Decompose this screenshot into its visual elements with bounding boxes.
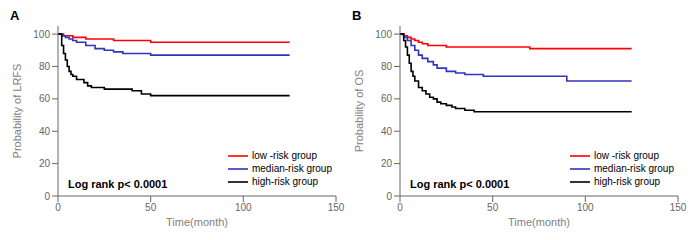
html-text:B: B bbox=[352, 8, 362, 23]
svg-text:50: 50 bbox=[145, 202, 157, 213]
svg-text:40: 40 bbox=[39, 126, 51, 137]
svg-text:Probability of LRFS: Probability of LRFS bbox=[11, 64, 23, 159]
svg-text:50: 50 bbox=[487, 202, 499, 213]
svg-text:80: 80 bbox=[39, 61, 51, 72]
svg-text:0: 0 bbox=[44, 191, 50, 202]
html-text:Log rank p< 0.0001: Log rank p< 0.0001 bbox=[68, 178, 168, 190]
html-text:low -risk group: low -risk group bbox=[594, 150, 659, 161]
svg-text:Time(month): Time(month) bbox=[508, 216, 570, 228]
svg-text:60: 60 bbox=[39, 93, 51, 104]
html-text:Log rank p< 0.0001: Log rank p< 0.0001 bbox=[410, 178, 510, 190]
html-text:median-risk group: median-risk group bbox=[252, 163, 332, 174]
svg-text:Probability of OS: Probability of OS bbox=[353, 70, 365, 153]
html-text:A: A bbox=[10, 8, 20, 23]
svg-text:Time(month): Time(month) bbox=[166, 216, 228, 228]
svg-text:40: 40 bbox=[381, 126, 393, 137]
svg-text:100: 100 bbox=[235, 202, 252, 213]
html-text:median-risk group: median-risk group bbox=[594, 163, 674, 174]
svg-text:0: 0 bbox=[55, 202, 61, 213]
svg-text:100: 100 bbox=[33, 29, 50, 40]
html-text:high-risk group: high-risk group bbox=[252, 176, 319, 187]
svg-text:150: 150 bbox=[670, 202, 687, 213]
svg-text:100: 100 bbox=[577, 202, 594, 213]
svg-text:60: 60 bbox=[381, 93, 393, 104]
html-text:high-risk group: high-risk group bbox=[594, 176, 661, 187]
svg-text:20: 20 bbox=[381, 158, 393, 169]
svg-text:80: 80 bbox=[381, 61, 393, 72]
html-text:low -risk group: low -risk group bbox=[252, 150, 317, 161]
svg-text:0: 0 bbox=[386, 191, 392, 202]
svg-text:0: 0 bbox=[397, 202, 403, 213]
svg-text:150: 150 bbox=[328, 202, 345, 213]
svg-text:20: 20 bbox=[39, 158, 51, 169]
svg-text:100: 100 bbox=[375, 29, 392, 40]
